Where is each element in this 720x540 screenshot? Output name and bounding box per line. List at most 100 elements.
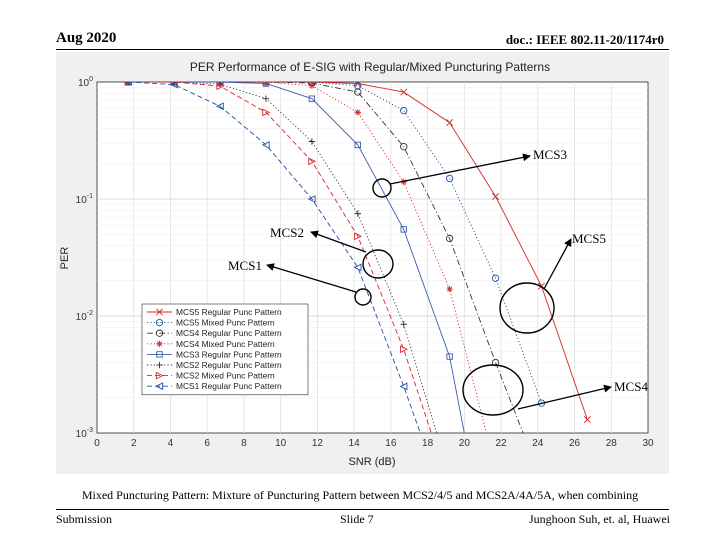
legend-label: MCS5 Regular Punc Pattern	[176, 307, 282, 317]
per-chart: PER Performance of E-SIG with Regular/Mi…	[56, 52, 669, 474]
annotation-arrow	[389, 153, 531, 185]
x-tick-label: 10	[275, 438, 287, 449]
x-tick-label: 14	[349, 438, 361, 449]
data-point	[446, 353, 453, 360]
data-point	[400, 143, 408, 151]
footer-author: Junghoon Suh, et. al, Huawei	[529, 512, 670, 526]
data-point	[216, 82, 225, 91]
x-tick-label: 4	[168, 438, 174, 449]
series-line	[128, 82, 438, 433]
x-axis-label: SNR (dB)	[348, 456, 395, 468]
data-point	[400, 345, 408, 354]
data-point	[354, 141, 361, 149]
legend-entry: MCS2 Regular Punc Pattern	[147, 360, 282, 370]
data-point	[353, 263, 362, 272]
data-point	[400, 106, 408, 115]
legend-entry: MCS3 Regular Punc Pattern	[147, 349, 282, 359]
data-point	[170, 82, 178, 86]
x-tick-label: 16	[385, 438, 397, 449]
data-point	[491, 274, 500, 282]
series-layer	[124, 82, 591, 433]
series-line	[128, 82, 432, 433]
data-point	[156, 340, 163, 347]
highlight-circle	[362, 249, 394, 279]
legend-label: MCS4 Mixed Punc Pattern	[176, 339, 275, 349]
highlight-circle	[354, 288, 372, 306]
data-point	[155, 308, 164, 316]
y-axis-label: PER	[59, 247, 71, 270]
x-tick-label: 0	[94, 438, 100, 449]
header-doc-id: doc.: IEEE 802.11-20/1174r0	[505, 32, 664, 47]
data-point	[307, 195, 316, 203]
legend-entry: MCS5 Regular Punc Pattern	[147, 307, 282, 317]
data-point	[308, 138, 316, 145]
y-tick-label: 100	[78, 76, 93, 89]
data-point	[308, 157, 317, 166]
annotation-arrow	[517, 384, 612, 410]
legend-entry: MCS5 Mixed Punc Pattern	[147, 318, 275, 328]
legend-entry: MCS2 Mixed Punc Pattern	[147, 371, 275, 381]
data-point	[445, 174, 454, 183]
axis-ticks: 0 2 4 6 8 10 12 14 16 18 20 22 24 26 28 3010010-110-210…	[76, 76, 654, 449]
x-tick-label: 8	[241, 438, 247, 449]
y-tick-label: 10-3	[76, 427, 93, 440]
series-7	[124, 82, 421, 433]
x-tick-label: 30	[642, 438, 654, 449]
x-tick-label: 12	[312, 438, 324, 449]
annotation-arrow	[266, 263, 357, 293]
series-line	[128, 82, 465, 433]
data-point	[400, 88, 408, 96]
x-tick-label: 26	[569, 438, 581, 449]
annotation-label: MCS2	[270, 225, 304, 240]
data-point	[170, 82, 179, 86]
data-point	[262, 82, 270, 87]
header-divider	[56, 49, 669, 50]
data-point	[354, 232, 363, 241]
annotation-label: MCS5	[572, 231, 606, 246]
annotations: MCS3 MCS2 MCS5 MCS1 MCS4	[228, 147, 648, 416]
x-tick-label: 24	[532, 438, 544, 449]
legend-label: MCS2 Regular Punc Pattern	[176, 360, 282, 370]
data-point	[446, 119, 454, 127]
caption: Mixed Puncturing Pattern: Mixture of Pun…	[81, 488, 639, 502]
legend-label: MCS2 Mixed Punc Pattern	[176, 371, 275, 381]
data-point	[308, 82, 316, 89]
data-point	[354, 88, 362, 96]
annotation-label: MCS1	[228, 258, 262, 273]
x-tick-label: 22	[496, 438, 508, 449]
highlight-circle	[499, 282, 555, 334]
footer-divider	[56, 509, 669, 510]
series-line	[128, 82, 542, 404]
legend-box	[141, 303, 309, 396]
legend-entry: MCS4 Regular Punc Pattern	[147, 328, 282, 338]
footer-slide-number: Slide 7	[340, 512, 374, 526]
data-point	[156, 361, 163, 369]
data-point	[169, 82, 178, 89]
footer-submission: Submission	[56, 512, 113, 526]
data-point	[583, 416, 591, 424]
y-tick-label: 10-2	[76, 310, 93, 323]
data-point	[446, 285, 453, 293]
y-tick-label: 10-1	[76, 193, 93, 206]
series-line	[128, 82, 421, 433]
legend-label: MCS4 Regular Punc Pattern	[176, 328, 282, 338]
data-point	[399, 382, 408, 391]
data-point	[354, 210, 362, 217]
x-tick-label: 28	[606, 438, 618, 449]
data-point	[155, 329, 164, 337]
data-point	[124, 82, 132, 86]
highlight-circle	[462, 364, 524, 416]
x-tick-label: 2	[131, 438, 137, 449]
legend-entry: MCS4 Mixed Punc Pattern	[147, 339, 275, 349]
data-point	[262, 95, 270, 102]
annotation-label: MCS3	[533, 147, 567, 162]
header-date: Aug 2020	[56, 30, 117, 46]
data-point	[155, 318, 164, 327]
data-point	[155, 371, 164, 380]
annotation-label: MCS4	[614, 379, 648, 394]
data-point	[354, 109, 362, 116]
series-5	[125, 82, 438, 433]
data-point	[492, 193, 500, 201]
annotation-arrow	[543, 238, 572, 290]
legend-label: MCS5 Mixed Punc Pattern	[176, 318, 275, 328]
